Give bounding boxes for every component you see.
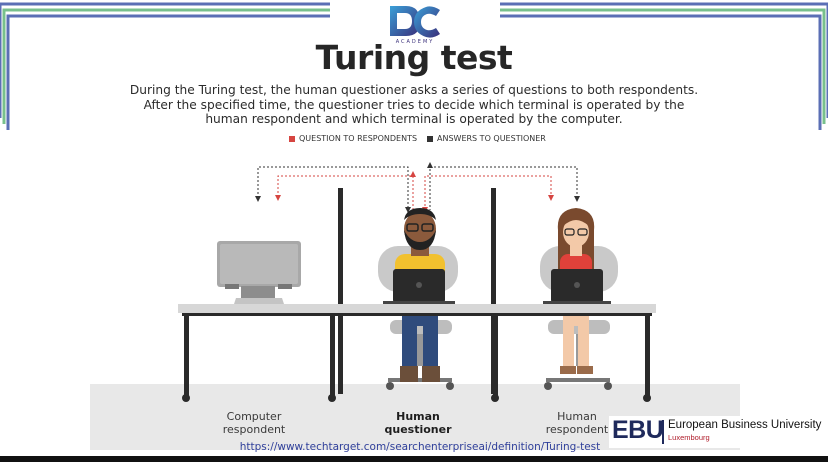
ebu-branding: [609, 416, 828, 448]
ebu-logo-abbr: EBU: [612, 416, 664, 444]
frame-line-left-3: [6, 14, 330, 130]
frame-line-left-1: [0, 2, 330, 118]
laptop-questioner: [383, 269, 455, 305]
logo-shape-d: [390, 6, 420, 36]
legend-swatch-red: [289, 135, 295, 142]
frame-line-right-3: [500, 14, 822, 130]
label-line: Computer: [226, 410, 282, 423]
academy-logo: [390, 6, 440, 38]
label-line: questioner: [384, 423, 452, 436]
partition-left: [338, 188, 343, 394]
description-line: human respondent and which terminal is o…: [205, 112, 623, 126]
label-line: respondent: [545, 423, 609, 436]
ebu-divider: [662, 420, 664, 444]
turing-illustration: [90, 162, 740, 450]
frame-line-right-1: [500, 2, 828, 118]
desk: [178, 304, 656, 402]
description-line: After the specified time, the questioner…: [143, 97, 685, 112]
label-line: Human: [396, 410, 440, 423]
ebu-city: Luxembourg: [668, 433, 710, 442]
legend-swatch-dark: [427, 135, 433, 142]
computer-monitor: [217, 241, 301, 304]
arrowhead: [410, 171, 416, 177]
ebu-name: European Business University: [668, 419, 822, 431]
label-computer-respondent: Computer respondent: [199, 410, 309, 436]
decorative-frame: [0, 2, 828, 130]
legend-item-answers: ANSWERS TO QUESTIONER: [427, 134, 546, 143]
question-arrow-left: [277, 175, 414, 210]
source-link[interactable]: https://www.techtarget.com/searchenterpr…: [239, 441, 601, 453]
frame-left: [0, 2, 330, 130]
frame-right: [500, 2, 828, 130]
arrowhead: [405, 207, 411, 213]
frame-line-left-2: [2, 8, 330, 124]
partition-right: [491, 188, 496, 394]
answer-arrow-right: [429, 166, 578, 210]
logo-shape-c: [414, 6, 440, 38]
label-human-respondent: Human respondent: [522, 410, 632, 436]
frame-line-right-2: [500, 8, 826, 124]
label-human-questioner: Human questioner: [363, 410, 473, 436]
legend-item-questions: QUESTION TO RESPONDENTS: [289, 134, 417, 143]
person-human: [557, 208, 595, 374]
logo-subtext: ACADEMY: [395, 39, 435, 45]
arrowhead: [255, 196, 261, 202]
label-line: Human: [557, 410, 597, 423]
laptop-human: [543, 269, 611, 305]
page-title: Turing test: [315, 38, 513, 77]
answer-arrow-left: [257, 166, 409, 210]
arrowhead: [427, 162, 433, 168]
legend-label: ANSWERS TO QUESTIONER: [437, 134, 546, 143]
bottom-bar: [0, 456, 828, 462]
arrowhead: [275, 195, 281, 201]
arrowheads: [255, 162, 580, 213]
arrows: [257, 166, 578, 210]
legend-label: QUESTION TO RESPONDENTS: [299, 134, 418, 143]
description-line: During the Turing test, the human questi…: [129, 83, 699, 97]
arrowhead: [548, 195, 554, 201]
label-line: respondent: [222, 423, 286, 436]
description: During the Turing test, the human questi…: [120, 83, 708, 127]
arrowhead: [574, 196, 580, 202]
question-arrow-right: [424, 175, 552, 210]
